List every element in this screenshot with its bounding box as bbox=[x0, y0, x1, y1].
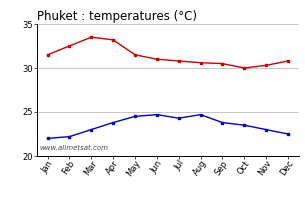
Text: www.allmetsat.com: www.allmetsat.com bbox=[39, 145, 108, 151]
Text: Phuket : temperatures (°C): Phuket : temperatures (°C) bbox=[37, 10, 197, 23]
